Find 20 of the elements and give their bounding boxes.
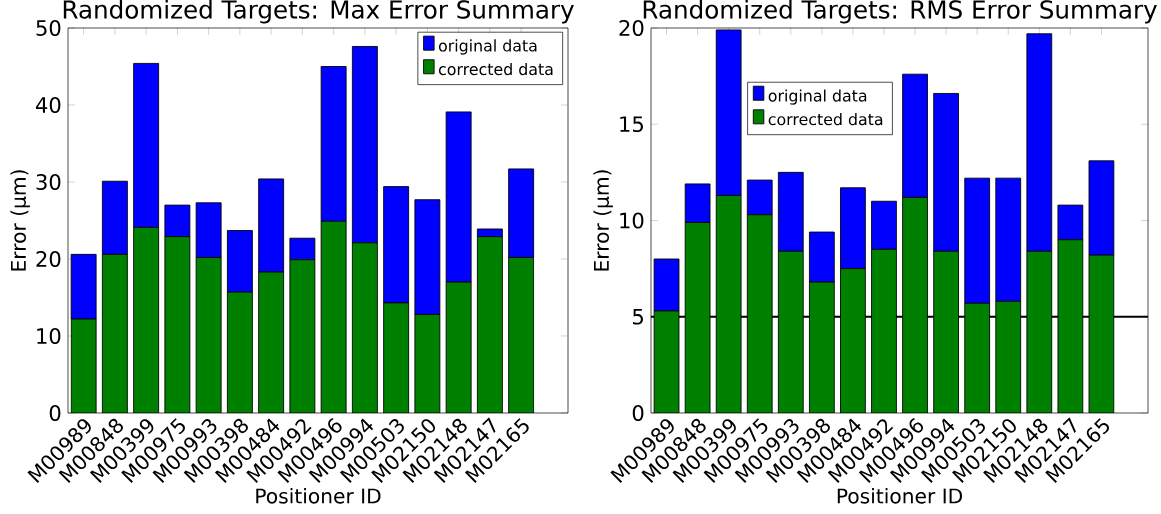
y-tick-label: 20 xyxy=(619,20,644,36)
y-axis-title: Error (μm) xyxy=(10,170,30,271)
y-tick-label: 0 xyxy=(49,405,61,421)
chart-title: Randomized Targets: RMS Error Summary xyxy=(643,0,1157,24)
y-tick-label: 10 xyxy=(37,328,61,344)
y-axis-title: Error (μm) xyxy=(593,170,613,271)
chart-title: Randomized Targets: Max Error Summary xyxy=(63,0,574,24)
y-tick-label: 40 xyxy=(35,97,61,113)
legend-label: original data xyxy=(768,89,867,105)
legend-label: corrected data xyxy=(768,113,883,126)
y-tick-label: 5 xyxy=(633,308,643,325)
y-tick-label: 10 xyxy=(620,212,644,229)
y-tick-label: 50 xyxy=(36,20,61,36)
legend-label: original data xyxy=(438,39,537,55)
x-axis-title: Positioner ID xyxy=(256,488,381,504)
y-tick-label: 20 xyxy=(36,251,61,267)
y-tick-label: 30 xyxy=(36,174,61,190)
y-tick-label: 15 xyxy=(620,116,643,133)
legend-label: corrected data xyxy=(438,62,553,76)
x-axis-title: Positioner ID xyxy=(837,488,963,504)
